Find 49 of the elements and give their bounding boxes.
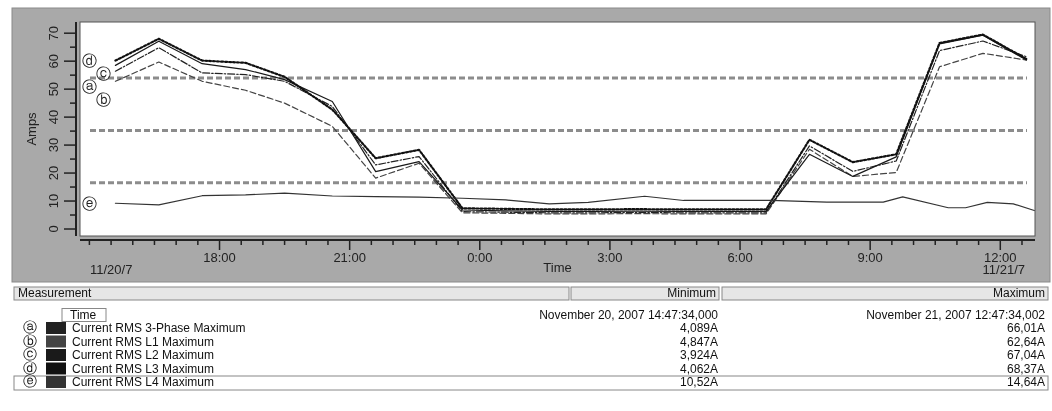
text: 66,01A <box>1006 321 1045 335</box>
text: 4,089A <box>679 321 718 335</box>
x-tick-label: 6:00 <box>727 250 753 265</box>
text: 4,847A <box>679 334 718 349</box>
legend-label: Current RMS L1 Maximum <box>72 334 215 349</box>
text: November 20, 2007 14:47:34,000 <box>539 307 719 322</box>
text: Maximum <box>992 286 1045 300</box>
text: 3,924A <box>679 348 718 362</box>
legend-label: Current RMS 3-Phase Maximum <box>72 321 246 335</box>
y-tick-label: 20 <box>46 165 61 181</box>
x-axis-title: Time <box>543 260 572 275</box>
text: 68,37A <box>1006 361 1045 376</box>
text: ⓐ <box>23 319 37 335</box>
text: 62,64A <box>1006 334 1045 349</box>
annotation: ⓐ <box>81 77 97 95</box>
y-axis-title: Amps <box>24 111 39 146</box>
text: ⓔ <box>23 373 37 389</box>
x-tick-label: 12:00 <box>984 250 1017 265</box>
x-tick-label: 18:00 <box>203 250 236 265</box>
line-series <box>114 192 1035 212</box>
y-tick-label: 70 <box>46 25 61 41</box>
annotation: ⓒ <box>95 64 111 82</box>
y-tick-label: 50 <box>46 81 61 97</box>
text: Measurement <box>18 286 93 300</box>
legend-label: Current RMS L2 Maximum <box>72 348 215 362</box>
text: 11/21/7 <box>982 262 1025 277</box>
x-tick-label: 9:00 <box>857 250 883 265</box>
x-tick-label: 3:00 <box>597 250 623 265</box>
x-tick-label: 21:00 <box>333 250 366 265</box>
y-tick-label: 0 <box>46 225 61 233</box>
annotation: ⓑ <box>95 90 111 108</box>
y-tick-label: 40 <box>46 109 61 125</box>
text: 4,062A <box>679 361 718 376</box>
text: ⓒ <box>23 346 37 362</box>
text: 10,52A <box>679 375 718 389</box>
y-tick-label: 10 <box>46 193 61 209</box>
annotation: ⓓ <box>81 51 97 69</box>
legend-label: Current RMS L3 Maximum <box>72 361 215 376</box>
text: 11/20/7 <box>90 262 133 277</box>
text: Time <box>70 307 97 322</box>
annotation: ⓔ <box>81 194 97 212</box>
text: 14,64A <box>1006 375 1045 389</box>
y-tick-label: 30 <box>46 137 61 153</box>
x-tick-label: 0:00 <box>467 250 493 265</box>
text: Minimum <box>667 286 716 300</box>
text: 67,04A <box>1006 348 1045 362</box>
y-tick-label: 60 <box>46 53 61 69</box>
legend-label: Current RMS L4 Maximum <box>72 375 215 389</box>
text: November 21, 2007 12:47:34,002 <box>866 307 1046 322</box>
